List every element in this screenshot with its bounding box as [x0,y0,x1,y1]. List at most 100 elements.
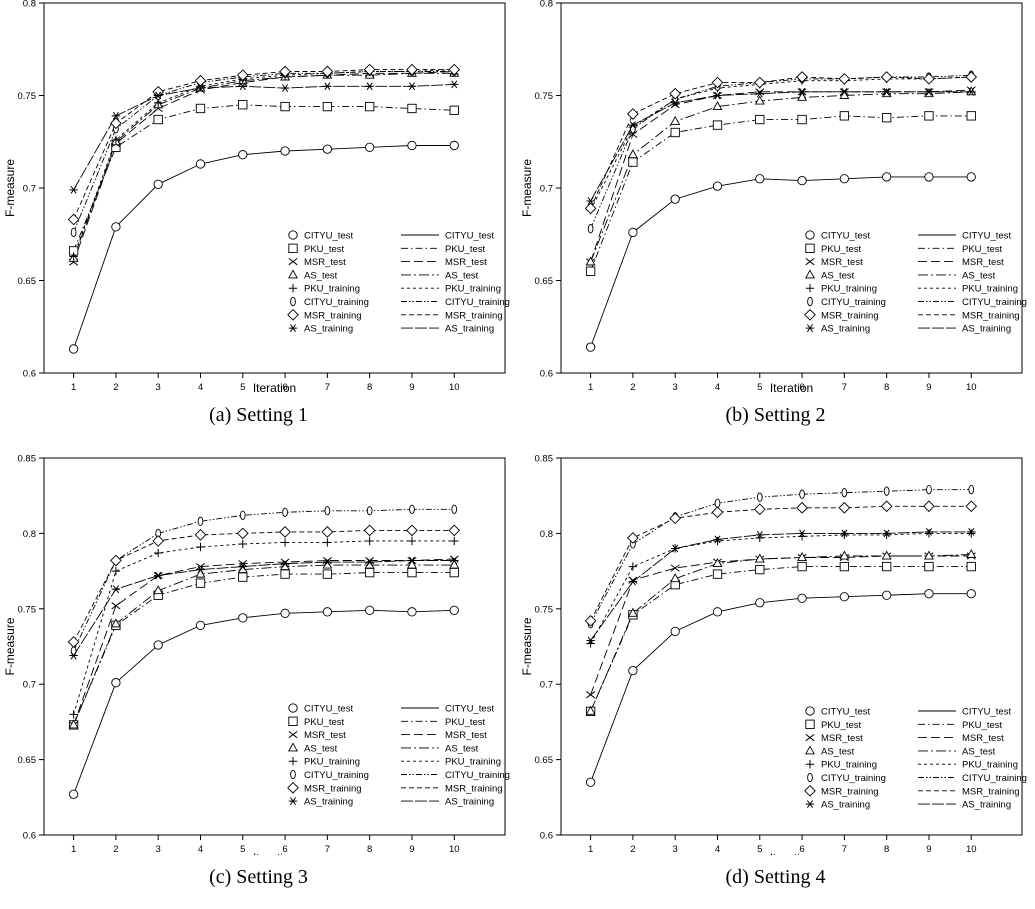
data-point [840,87,849,96]
data-point [322,569,333,579]
legend-label: MSR_test [962,733,1004,744]
series-markers-as-test [585,86,977,266]
data-point [407,567,417,578]
legend-label: AS_test [304,270,338,281]
data-point [448,63,461,76]
data-point [968,485,975,495]
x-axis-label: Iteration [253,851,296,855]
legend-marker [288,797,298,805]
x-tick-label: 8 [884,382,889,393]
data-point [797,175,807,186]
data-point [195,578,206,588]
legend-marker [805,760,815,769]
data-point [883,486,890,496]
legend-label: PKU_training [304,284,360,295]
data-point [628,665,638,676]
data-point [712,558,723,568]
series-markers-msr-training [67,524,461,648]
data-point [238,559,248,568]
data-point [966,172,976,182]
legend-marker [288,243,298,253]
series-markers-cityu-test [68,605,459,799]
data-point [449,605,459,615]
legend-marker [805,258,815,266]
legend-marker [290,769,296,780]
legend-label: AS_test [821,746,855,757]
panel-setting-3: 0.6 0.65 0.7 0.75 0.8 0.85 1 2 3 4 5 6 7 8 9 10 Iteratio… [0,455,517,909]
data-point [110,618,121,628]
data-point [584,202,597,215]
y-tick-label: 0.75 [535,604,554,615]
legend-marker [288,230,298,240]
data-point [153,179,163,189]
data-point [69,185,78,194]
data-point [111,135,121,145]
data-point [713,536,722,546]
caption-setting-1: (a) Setting 1 [209,404,308,426]
data-point [407,82,417,91]
x-axis-label: Iteration [253,381,296,395]
data-point [923,550,934,560]
legend-label: MSR_training [821,786,879,797]
legend-marker [290,296,296,307]
data-point [450,536,459,546]
legend-label: AS_training [445,324,494,335]
data-point [68,719,79,729]
data-point [153,91,163,100]
legend-marker [805,719,815,729]
legend-label: CITYU_test [962,231,1011,242]
legend-label: MSR_test [821,257,863,268]
data-point [322,101,333,112]
data-point [365,82,374,91]
series-line-pku-test [73,572,455,726]
data-point [407,140,417,151]
series-markers-cityu-test [68,140,459,354]
data-point [713,535,722,544]
x-tick-label: 10 [449,382,460,393]
x-tick-label: 10 [449,844,460,855]
data-point [279,65,291,78]
series-line-cityu-test [73,145,455,350]
series-markers-as-training [586,527,976,645]
legend-label: PKU_test [821,720,861,731]
data-point [195,620,206,631]
data-point [323,558,332,566]
x-tick-label: 8 [367,382,372,393]
data-point [628,576,638,584]
legend-label: MSR_training [821,310,879,321]
series-line-as-test [590,554,972,712]
data-point [967,87,976,96]
x-tick-label: 9 [926,382,931,393]
legend-label: PKU_test [304,244,344,255]
y-tick-label: 0.75 [18,91,37,102]
series-line-as-test [73,564,455,726]
data-point [840,530,849,540]
legend-marker [288,324,298,332]
data-point [924,589,934,599]
legend-label: AS_training [821,324,870,335]
series-line-cityu-training [590,74,972,229]
data-point [449,567,459,578]
data-point [967,529,976,538]
data-point [965,500,978,513]
y-tick-label: 0.7 [540,680,553,691]
series-line-pku-training [590,532,972,644]
legend-marker [804,784,816,797]
data-point [196,565,205,574]
plot-frame [43,457,506,836]
legend-label: PKU_training [821,284,877,295]
legend: CITYU_test CITYU_test PKU_test PKU_test MSR_… [287,703,510,808]
x-axis-label: Iteration [770,851,813,855]
data-point [321,65,334,78]
series-markers-msr-training [584,71,978,215]
legend-label: AS_training [821,800,870,811]
data-point [670,564,680,572]
data-point [585,777,596,787]
data-point [236,527,249,540]
data-point [756,492,763,502]
series-markers-as-training [69,80,459,194]
data-point [670,115,681,125]
x-tick-label: 9 [409,382,414,393]
x-tick-label: 10 [966,382,977,393]
legend-label: CITYU_training [962,773,1027,784]
